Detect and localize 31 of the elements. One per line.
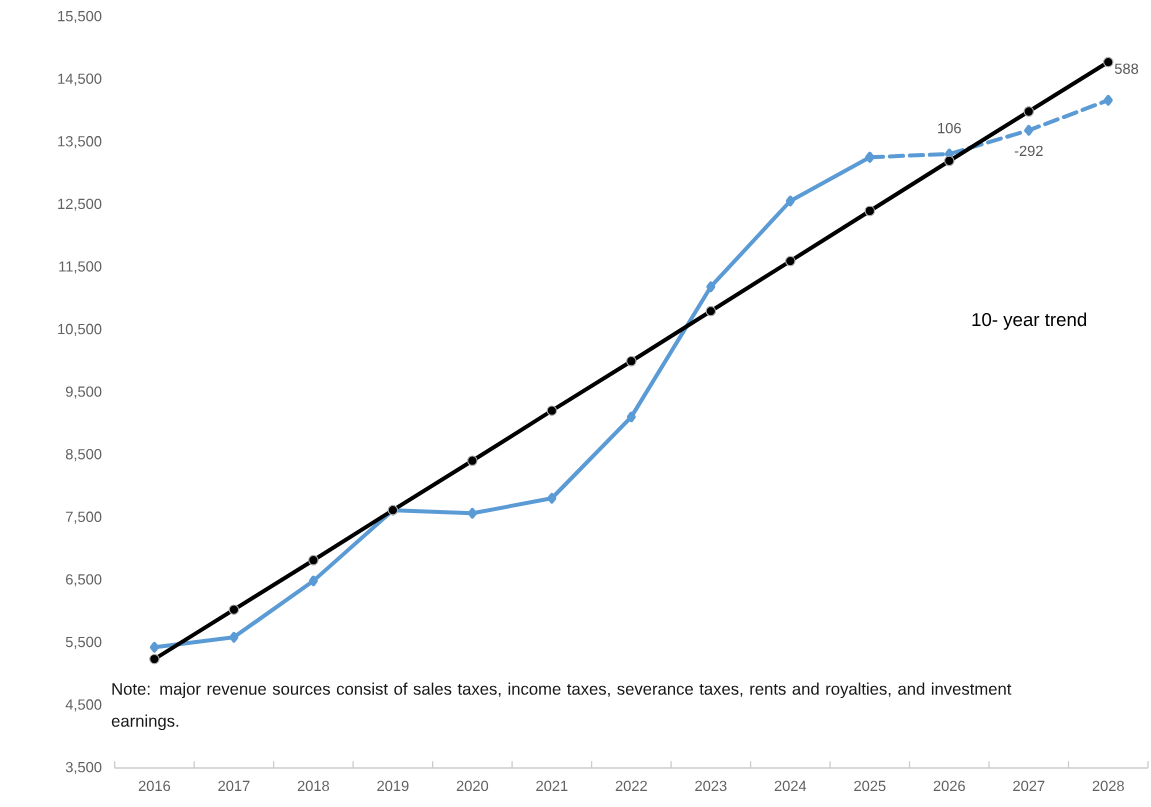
y-tick-label: 13,500 — [58, 136, 102, 149]
x-tick-label: 2018 — [297, 780, 330, 792]
x-tick-label: 2028 — [1092, 780, 1124, 792]
y-tick-label: 15,500 — [58, 10, 102, 24]
x-tick-label: 2022 — [615, 780, 647, 792]
y-tick-label: 8,500 — [65, 449, 102, 462]
y-tick-label: 5,500 — [65, 636, 102, 649]
x-tick-label: 2025 — [854, 780, 886, 792]
y-tick-label: 11,500 — [59, 261, 102, 274]
text: 10- year trend — [972, 312, 1087, 330]
annotation: -292 — [1014, 145, 1043, 157]
y-tick-label: 10,500 — [58, 323, 102, 336]
y-tick-label: 9,500 — [65, 386, 102, 399]
y-tick-label: 7,500 — [66, 511, 102, 524]
x-tick-label: 2019 — [377, 780, 409, 792]
y-tick-label: 4,500 — [65, 699, 102, 712]
x-tick-label: 2026 — [933, 780, 965, 792]
y-tick-label: 3,500 — [65, 761, 102, 775]
annotation: Note: major revenue sources consist of sales taxes, income taxes, severance taxes, rents and royalties, and investment earnings. — [111, 682, 1012, 731]
x-tick-label: 2016 — [138, 780, 171, 792]
y-tick-label: 6,500 — [66, 574, 102, 587]
x-tick-label: 2020 — [456, 780, 489, 792]
y-tick-label: 14,500 — [58, 73, 102, 86]
x-tick-label: 2021 — [536, 780, 568, 792]
x-tick-label: 2023 — [695, 780, 727, 792]
x-tick-label: 2024 — [774, 780, 807, 792]
annotation: 588 — [1114, 63, 1139, 74]
x-tick-label: 2017 — [218, 780, 250, 792]
x-tick-label: 2027 — [1013, 780, 1045, 792]
annotation: 106 — [938, 122, 961, 134]
y-tick-label: 12,500 — [58, 198, 102, 211]
